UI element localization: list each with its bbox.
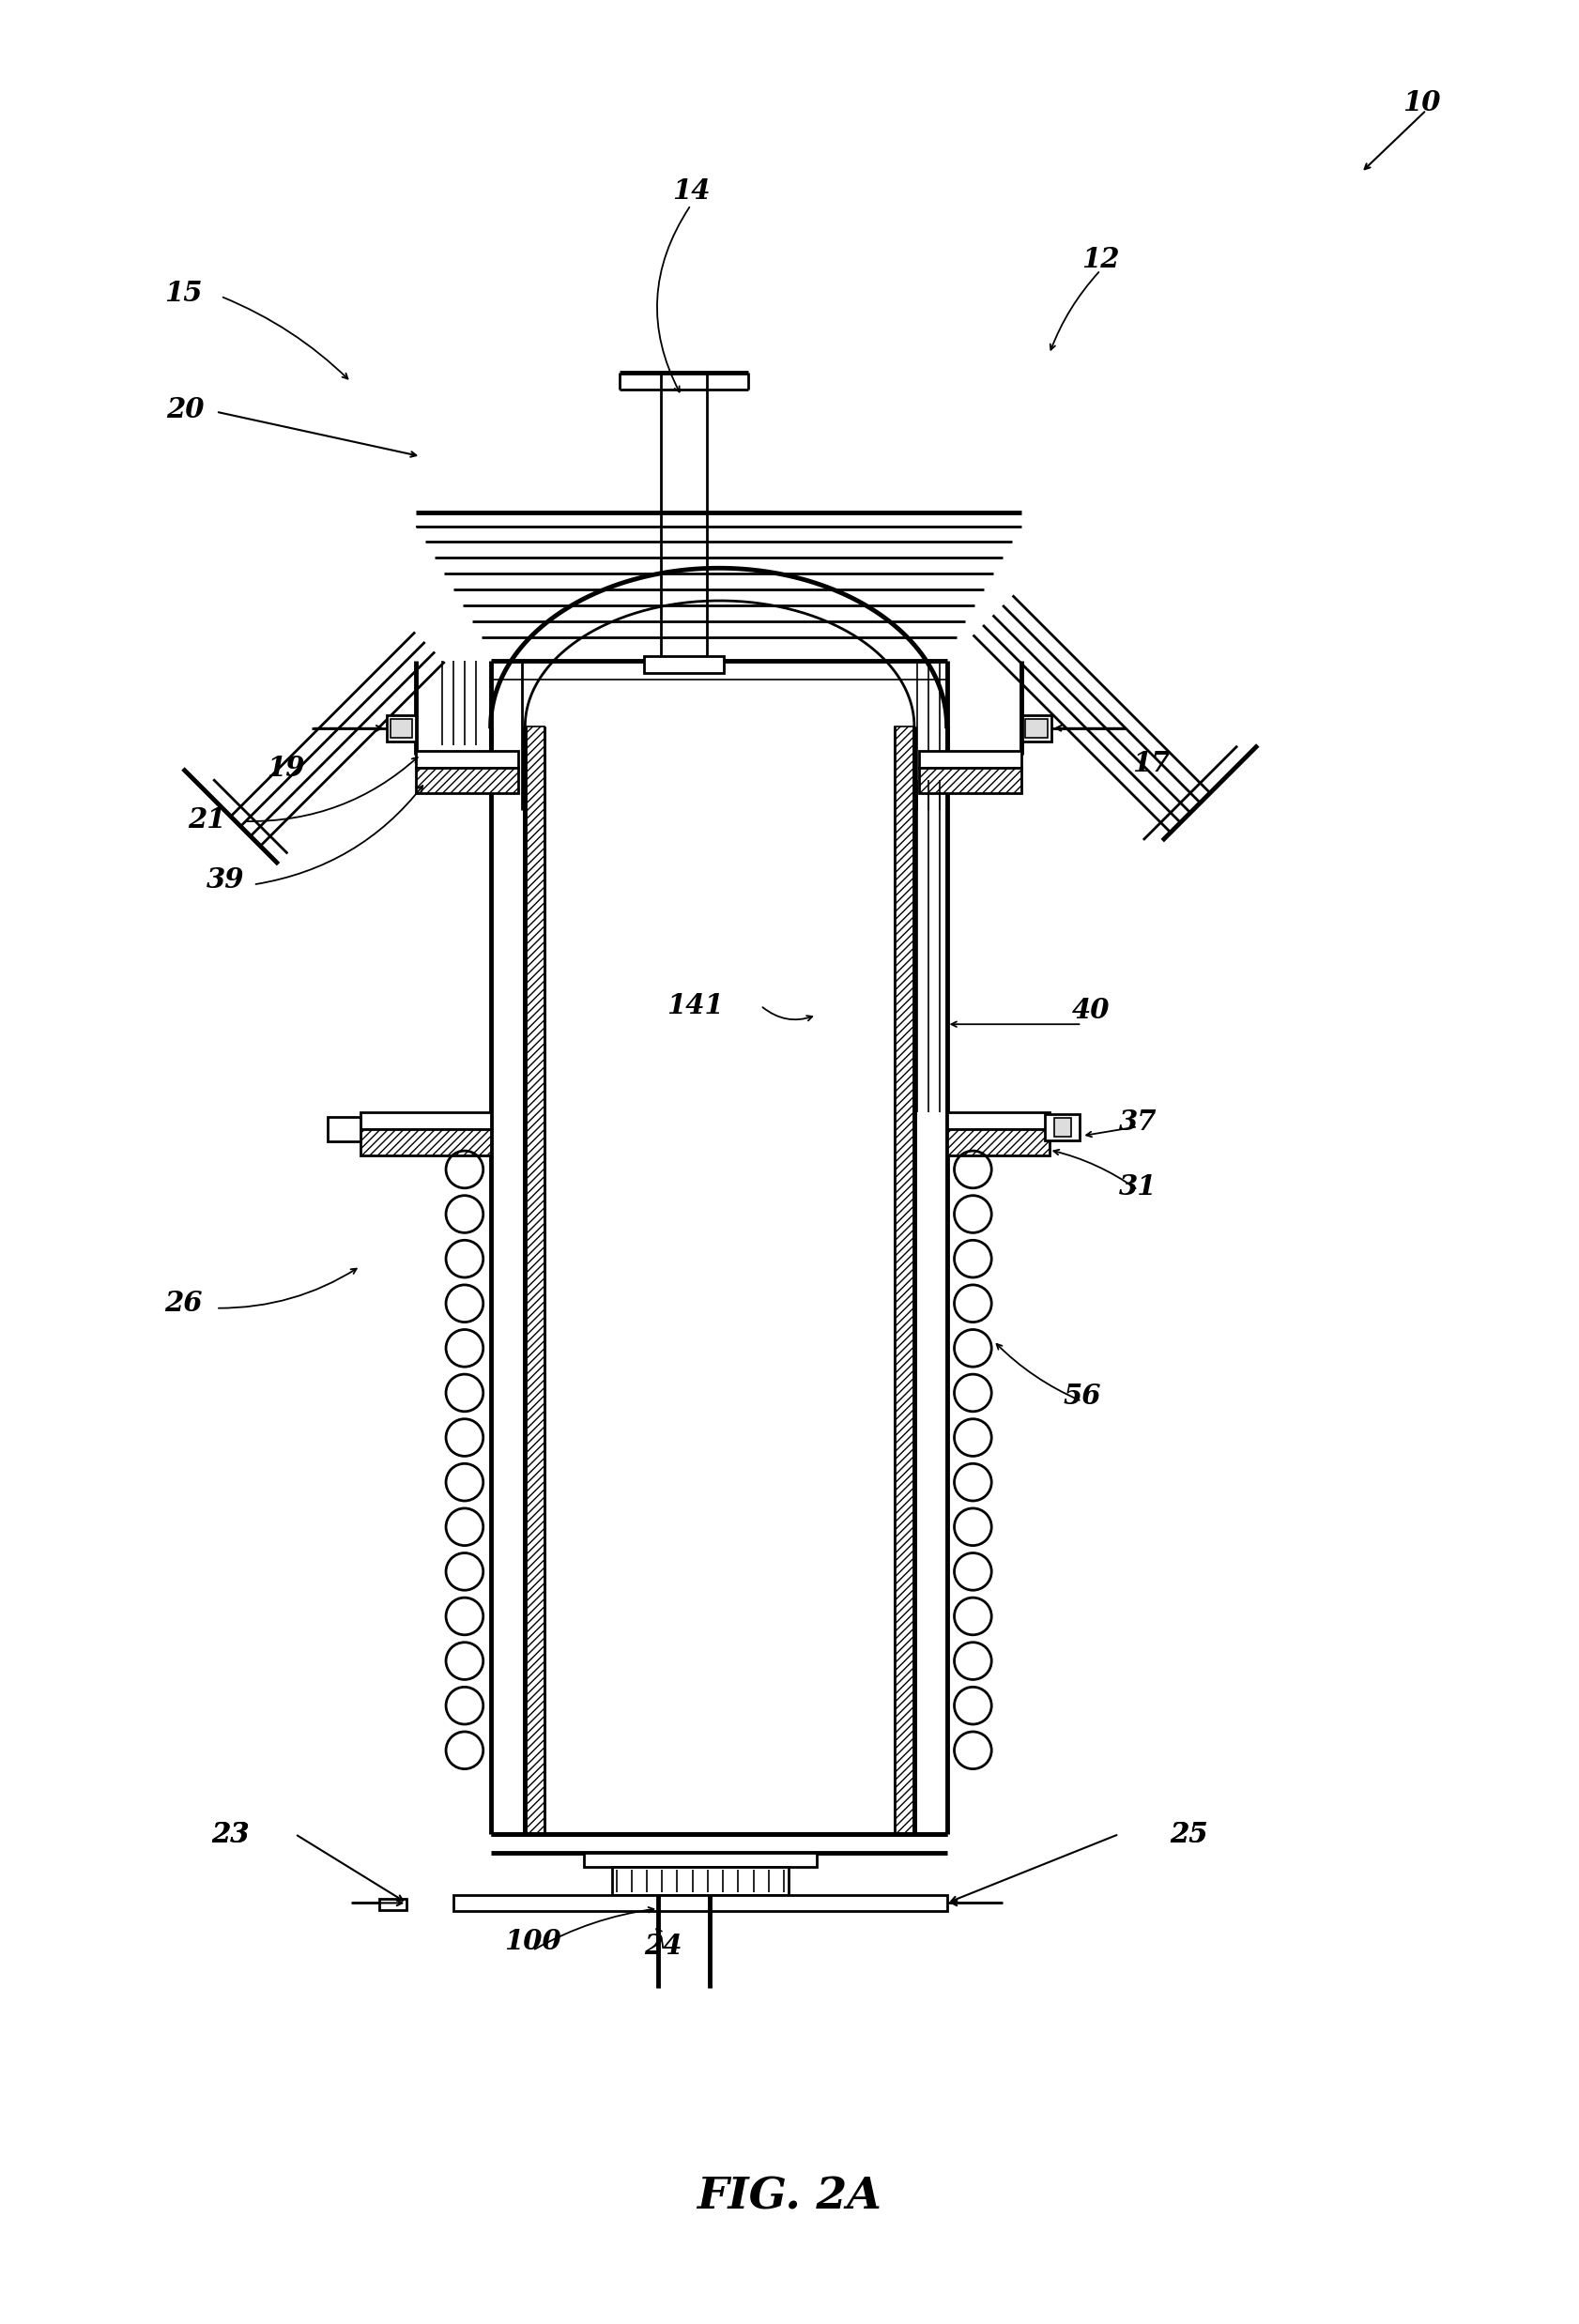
Text: 17: 17 (1132, 751, 1170, 776)
Text: 20: 20 (166, 397, 204, 423)
Text: 25: 25 (1170, 1820, 1208, 1848)
Bar (1025, 718, 1047, 737)
Bar (328, 1118, 360, 1141)
Text: 19: 19 (267, 755, 305, 781)
Bar (1045, 1116, 1080, 1141)
Text: 21: 21 (188, 806, 226, 832)
Bar (919, 751, 1022, 767)
Text: 40: 40 (1072, 997, 1110, 1025)
Bar (584, 1852, 816, 1866)
Bar (895, 727, 914, 1834)
Text: 26: 26 (164, 1290, 202, 1318)
Bar (379, 1899, 407, 1910)
Text: 14: 14 (671, 177, 711, 205)
Bar (1022, 716, 1052, 741)
Text: 31: 31 (1118, 1174, 1157, 1202)
Text: 24: 24 (644, 1931, 682, 1959)
Text: 25: 25 (1170, 1820, 1208, 1848)
Text: 15: 15 (164, 279, 202, 307)
Text: 10: 10 (1402, 88, 1440, 116)
Text: 39: 39 (207, 867, 245, 892)
Bar (947, 1113, 1050, 1129)
Text: 100: 100 (504, 1927, 561, 1954)
Bar (417, 751, 518, 767)
Bar (611, 1866, 788, 1894)
Bar (360, 1129, 491, 1155)
Bar (390, 718, 412, 737)
Bar (387, 716, 417, 741)
Text: 56: 56 (1063, 1383, 1101, 1411)
Text: 23: 23 (212, 1820, 249, 1848)
Bar (644, 658, 723, 674)
Bar (360, 1113, 491, 1129)
Bar (526, 727, 545, 1834)
Text: 141: 141 (666, 992, 725, 1020)
Bar (919, 767, 1022, 792)
Bar (947, 1129, 1050, 1155)
Text: 12: 12 (1082, 246, 1120, 272)
Bar (1053, 1118, 1071, 1136)
Text: FIG. 2A: FIG. 2A (696, 2175, 883, 2219)
Text: 23: 23 (212, 1820, 249, 1848)
Text: 37: 37 (1118, 1109, 1157, 1136)
Bar (417, 767, 518, 792)
Bar (453, 1894, 947, 1910)
